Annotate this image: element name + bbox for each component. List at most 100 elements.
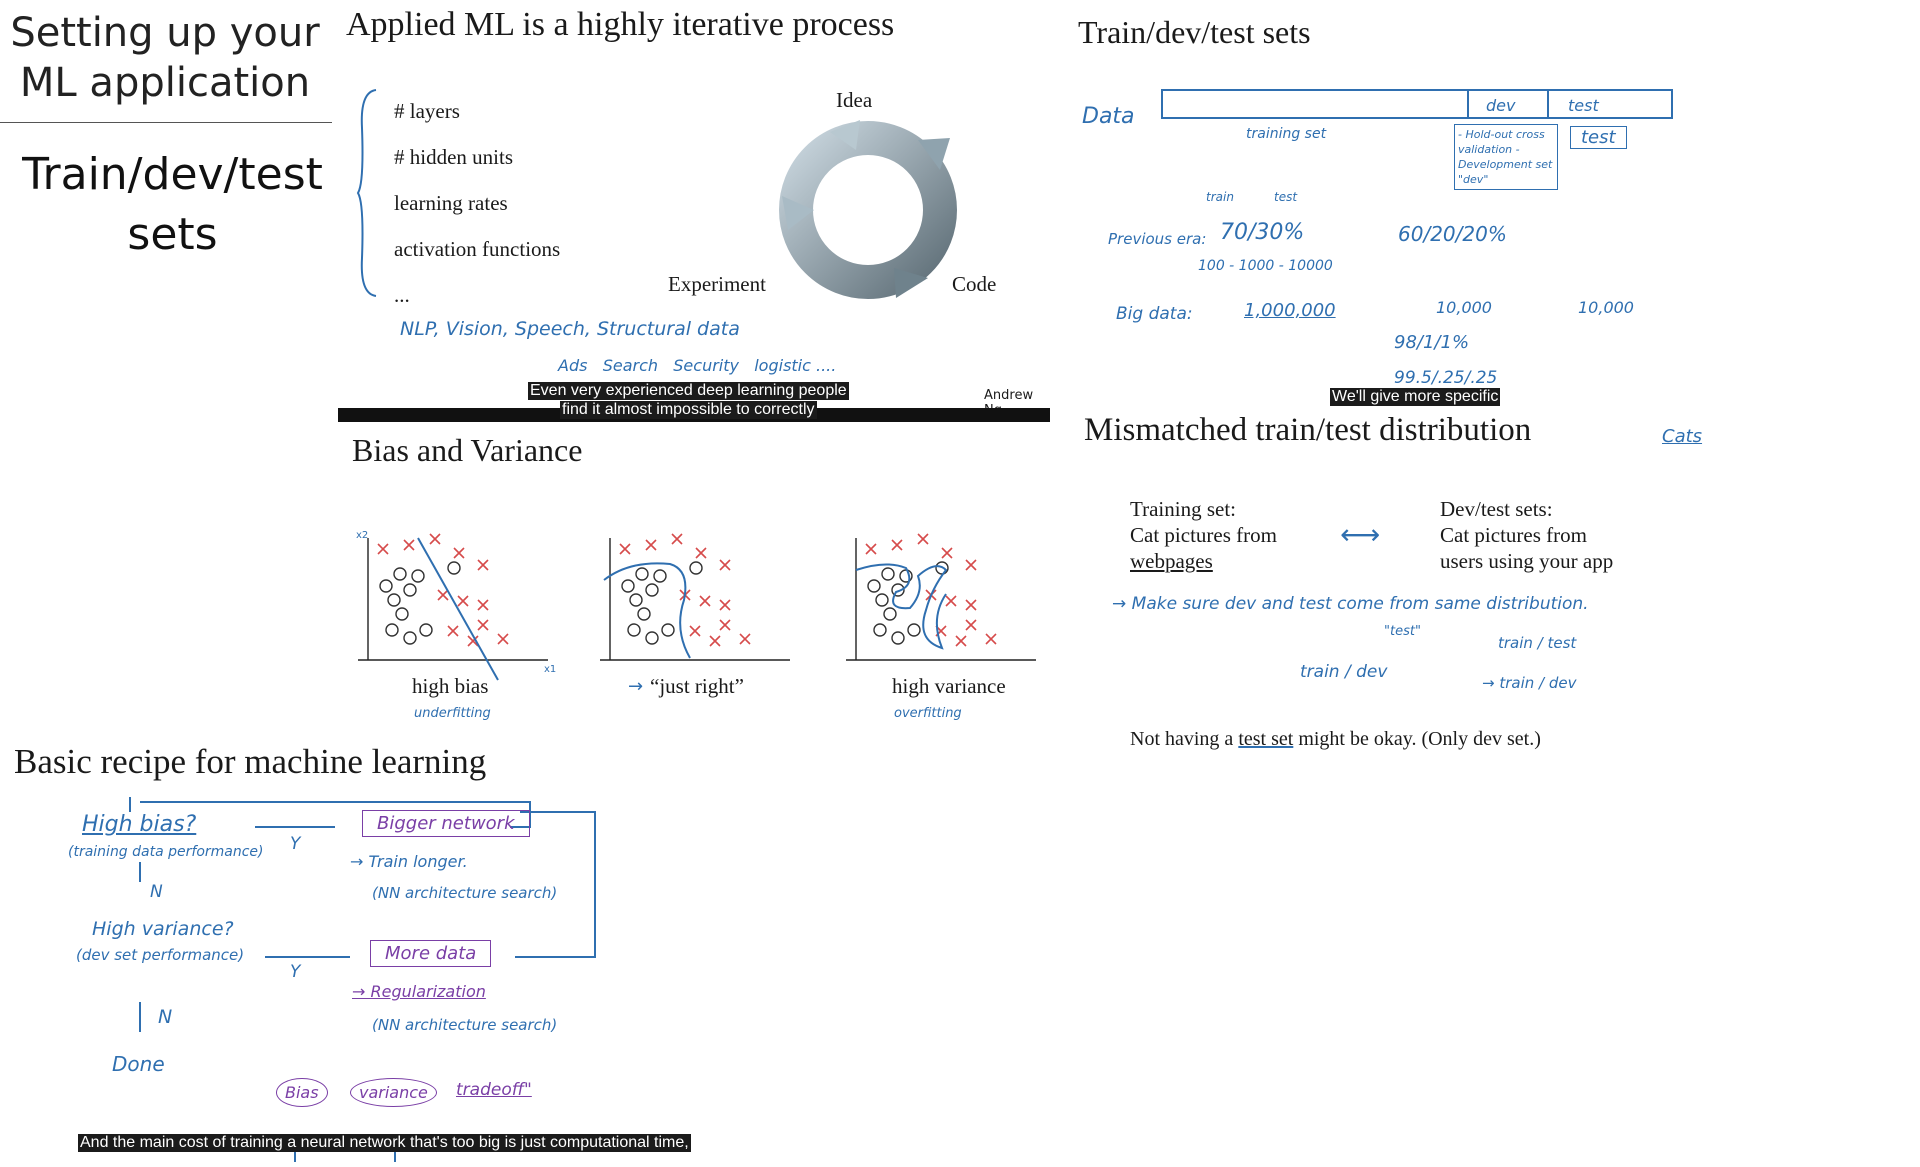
devtest-set-line2: Cat pictures from	[1440, 523, 1587, 547]
iteration-cycle-icon	[779, 120, 957, 299]
corner-note: Cats	[1662, 426, 1703, 447]
training-set-description: Training set: Cat pictures from webpages	[1130, 496, 1277, 574]
panel-note-underfitting: underfitting	[414, 706, 491, 721]
handwritten-structured-examples: Ads Search Security logistic ....	[558, 356, 837, 375]
split-60-20-20: 60/20/20%	[1398, 222, 1507, 246]
split-70-30: 70/30%	[1220, 220, 1305, 245]
panel-label-high-variance: high variance	[892, 674, 1006, 698]
devtest-set-description: Dev/test sets: Cat pictures from users u…	[1440, 496, 1613, 574]
scatter-plot-high-bias	[358, 533, 548, 681]
nn-search-option-1: (NN architecture search)	[372, 884, 558, 902]
subtitle-caption-line2-overlay: find it almost impossible to correctly	[560, 401, 817, 419]
double-arrow-icon: ⟷	[1340, 518, 1381, 551]
training-set-line3: webpages	[1130, 549, 1213, 573]
train-test-note: train / test	[1498, 634, 1577, 652]
same-distribution-rule: → Make sure dev and test come from same …	[1112, 594, 1589, 614]
training-set-head: Training set:	[1130, 497, 1236, 521]
yes-label-1: Y	[290, 834, 301, 854]
slide-title: Train/dev/test sets	[1078, 14, 1311, 50]
data-label: Data	[1082, 104, 1135, 129]
no-label-1: N	[150, 882, 163, 902]
test-quote-note: "test"	[1384, 624, 1421, 639]
cycle-label-code: Code	[952, 272, 997, 296]
subtitle-caption: And the main cost of training a neural n…	[78, 1134, 691, 1152]
train-dev-note: train / dev	[1300, 662, 1388, 682]
slide-mismatched-distribution: Mismatched train/test distribution Cats …	[1078, 412, 1728, 752]
bar-label-dev: dev	[1486, 96, 1516, 115]
more-data-box: More data	[370, 940, 492, 967]
subtitle-caption-line1: Even very experienced deep learning peop…	[528, 382, 849, 400]
slide-iterative-process: Applied ML is a highly iterative process…	[338, 0, 1050, 422]
sidebar-divider	[0, 122, 332, 123]
handwritten-domains: NLP, Vision, Speech, Structural data	[400, 318, 740, 340]
train-dev-note-2: → train / dev	[1482, 674, 1577, 692]
slide-title: Basic recipe for machine learning	[14, 742, 487, 781]
train-longer-option: → Train longer.	[350, 852, 468, 871]
sidebar-section-heading: Setting up your ML application	[0, 8, 330, 108]
holdout-note: - Hold-out cross validation - Developmen…	[1454, 124, 1558, 190]
nn-search-option-2: (NN architecture search)	[372, 1016, 558, 1034]
slide-title: Mismatched train/test distribution	[1084, 412, 1532, 448]
panel-label-just-right: “just right”	[650, 674, 744, 698]
split-99-5: 99.5/.25/.25	[1394, 368, 1498, 388]
bar-label-test: test	[1568, 96, 1599, 115]
training-performance-note: (training data performance)	[68, 844, 264, 860]
training-set-label: training set	[1246, 126, 1327, 142]
slide-train-dev-test: Train/dev/test sets Data dev test traini…	[1068, 0, 1702, 410]
bias-circled: Bias	[276, 1078, 328, 1107]
dev-count: 10,000	[1436, 298, 1492, 317]
scatter-plot-high-variance	[846, 533, 1036, 661]
regularization-option: → Regularization	[352, 982, 486, 1001]
big-data-label: Big data:	[1116, 304, 1193, 324]
sidebar-topic-title: Train/dev/test sets	[0, 145, 345, 265]
recipe-flow-arrows	[129, 797, 596, 1162]
list-item: ...	[394, 283, 410, 307]
list-item: # layers	[394, 99, 460, 123]
bigger-network-box: Bigger network	[362, 810, 530, 837]
previous-era-label: Previous era:	[1108, 230, 1207, 248]
scatter-plot-just-right	[600, 533, 790, 661]
split-98-1-1: 98/1/1%	[1394, 332, 1470, 353]
hyperparameter-list: # layers # hidden units learning rates a…	[394, 88, 560, 318]
small-train-label: train	[1206, 190, 1234, 204]
tradeoff-label: tradeoff"	[456, 1080, 532, 1100]
slide-bias-variance: Bias and Variance x2 x1 high bias underf…	[338, 426, 1050, 744]
footer-note: Not having a test set might be okay. (On…	[1130, 728, 1541, 751]
list-item: # hidden units	[394, 145, 513, 169]
panel-arrow-note: →	[628, 676, 644, 697]
axis-label-x1: x1	[544, 664, 557, 675]
training-set-line2: Cat pictures from	[1130, 523, 1277, 547]
devtest-set-line3: users using your app	[1440, 549, 1614, 573]
done-label: Done	[112, 1052, 165, 1076]
slide-basic-recipe: Basic recipe for machine learning High b…	[0, 742, 720, 1167]
data-split-bar	[1161, 89, 1673, 119]
previous-era-range: 100 - 1000 - 10000	[1198, 258, 1333, 274]
train-count: 1,000,000	[1244, 300, 1336, 321]
sidebar-heading-line2: ML application	[19, 60, 311, 106]
curly-brace-icon	[356, 89, 377, 297]
test-box: test	[1570, 126, 1627, 149]
list-item: activation functions	[394, 237, 561, 261]
panel-note-overfitting: overfitting	[894, 706, 962, 721]
high-variance-question: High variance?	[92, 918, 234, 940]
small-test-label: test	[1274, 190, 1298, 204]
subtitle-caption: We'll give more specific	[1330, 388, 1501, 406]
panel-label-high-bias: high bias	[412, 674, 489, 698]
footer-prefix: Not having a	[1130, 728, 1239, 750]
devtest-set-head: Dev/test sets:	[1440, 497, 1553, 521]
sidebar-topic-line2: sets	[127, 209, 218, 260]
cycle-label-experiment: Experiment	[668, 272, 766, 296]
slide-title: Bias and Variance	[352, 432, 583, 468]
sidebar-topic-line1: Train/dev/test	[22, 149, 323, 200]
slide-title: Applied ML is a highly iterative process	[346, 6, 895, 43]
test-count: 10,000	[1578, 298, 1634, 317]
no-label-2: N	[158, 1006, 173, 1028]
variance-circled: variance	[350, 1078, 437, 1107]
dev-performance-note: (dev set performance)	[76, 946, 245, 964]
footer-suffix: might be okay. (Only dev set.)	[1293, 728, 1541, 750]
cycle-label-idea: Idea	[836, 88, 873, 112]
yes-label-2: Y	[290, 962, 301, 982]
sidebar-heading-line1: Setting up your	[10, 10, 320, 56]
axis-label-x2: x2	[356, 530, 369, 541]
list-item: learning rates	[394, 191, 508, 215]
